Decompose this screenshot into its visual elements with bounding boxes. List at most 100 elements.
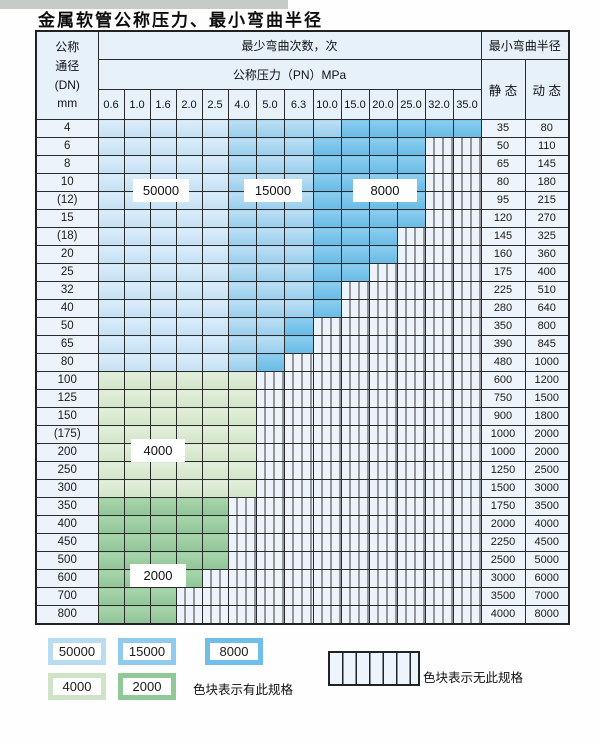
grid-cell <box>452 335 482 354</box>
dn-cell: 700 <box>35 587 99 606</box>
grid-cell <box>424 515 454 534</box>
table-row: 32 225 510 <box>35 281 570 300</box>
grid-cell <box>396 227 426 246</box>
grid-cell <box>255 389 285 408</box>
grid-cell <box>396 515 426 534</box>
grid-cell <box>312 461 342 480</box>
legend-no-spec-swatch <box>328 651 420 686</box>
grid-cell <box>227 479 257 498</box>
dn-cell: 500 <box>35 551 99 570</box>
grid-cell <box>396 587 426 606</box>
grid-cell <box>283 533 314 552</box>
dn-cell: 20 <box>35 245 99 264</box>
grid-cell <box>175 209 203 228</box>
grid-cell <box>368 569 398 588</box>
grid-cell <box>396 407 426 426</box>
static-radius-cell: 1000 <box>480 425 526 444</box>
dynamic-radius-cell: 400 <box>524 263 570 282</box>
grid-cell <box>312 263 342 282</box>
grid-cell <box>452 227 482 246</box>
grid-cell <box>201 461 229 480</box>
grid-cell <box>452 371 482 390</box>
grid-cell <box>340 281 370 300</box>
pressure-tick: 25.0 <box>396 89 426 120</box>
static-radius-cell: 350 <box>480 317 526 336</box>
grid-cell <box>340 605 370 625</box>
dynamic-radius-cell: 2000 <box>524 443 570 462</box>
grid-cell <box>201 263 229 282</box>
table-row: 400 2000 4000 <box>35 515 570 534</box>
grid-cell <box>123 281 151 300</box>
grid-cell <box>452 245 482 264</box>
grid-cell <box>97 353 125 372</box>
grid-cell <box>175 227 203 246</box>
grid-cell <box>149 281 177 300</box>
dn-cell: 200 <box>35 443 99 462</box>
grid-cell <box>227 389 257 408</box>
grid-cell <box>368 317 398 336</box>
grid-cell <box>340 245 370 264</box>
pressure-tick: 15.0 <box>340 89 370 120</box>
grid-cell <box>340 371 370 390</box>
grid-cell <box>312 497 342 516</box>
table-row: (12) 95 215 <box>35 191 570 210</box>
grid-cell <box>396 137 426 156</box>
grid-cell <box>149 605 177 625</box>
grid-cell <box>175 335 203 354</box>
grid-cell <box>312 479 342 498</box>
grid-cell <box>227 227 257 246</box>
grid-cell <box>312 533 342 552</box>
grid-cell <box>396 425 426 444</box>
grid-cell <box>227 425 257 444</box>
table-row: 10 80 180 <box>35 173 570 192</box>
grid-cell <box>340 407 370 426</box>
grid-cell <box>283 605 314 625</box>
grid-cell <box>201 119 229 138</box>
grid-cell <box>368 245 398 264</box>
grid-cell <box>175 263 203 282</box>
dn-cell: (18) <box>35 227 99 246</box>
grid-cell <box>97 425 125 444</box>
grid-cell <box>97 299 125 318</box>
dynamic-radius-cell: 3500 <box>524 497 570 516</box>
grid-cell <box>149 137 177 156</box>
grid-cell <box>255 587 285 606</box>
dn-cell: 80 <box>35 353 99 372</box>
grid-cell <box>312 371 342 390</box>
grid-cell <box>175 281 203 300</box>
grid-cell <box>123 461 151 480</box>
grid-cell <box>123 353 151 372</box>
grid-cell <box>312 299 342 318</box>
grid-cell <box>368 299 398 318</box>
grid-cell <box>340 551 370 570</box>
grid-cell <box>424 389 454 408</box>
grid-cell <box>97 173 125 192</box>
table-row: 50 350 800 <box>35 317 570 336</box>
grid-cell <box>149 587 177 606</box>
grid-cell <box>175 479 203 498</box>
grid-cell <box>340 515 370 534</box>
grid-cell <box>312 335 342 354</box>
static-radius-cell: 750 <box>480 389 526 408</box>
grid-cell <box>312 317 342 336</box>
grid-cell <box>175 299 203 318</box>
grid-cell <box>201 425 229 444</box>
grid-cell <box>396 263 426 282</box>
grid-cell <box>396 371 426 390</box>
grid-cell <box>452 605 482 625</box>
table-row: (175) 1000 2000 <box>35 425 570 444</box>
grid-cell <box>201 569 229 588</box>
grid-cell <box>283 281 314 300</box>
grid-cell <box>255 245 285 264</box>
grid-cell <box>452 281 482 300</box>
grid-cell <box>97 533 125 552</box>
grid-cell <box>255 497 285 516</box>
grid-cell <box>424 461 454 480</box>
grid-cell <box>201 281 229 300</box>
table-row: 8 65 145 <box>35 155 570 174</box>
dn-cell: 25 <box>35 263 99 282</box>
dynamic-radius-cell: 325 <box>524 227 570 246</box>
table-row: 150 900 1800 <box>35 407 570 426</box>
grid-cell <box>424 173 454 192</box>
grid-cell <box>283 461 314 480</box>
